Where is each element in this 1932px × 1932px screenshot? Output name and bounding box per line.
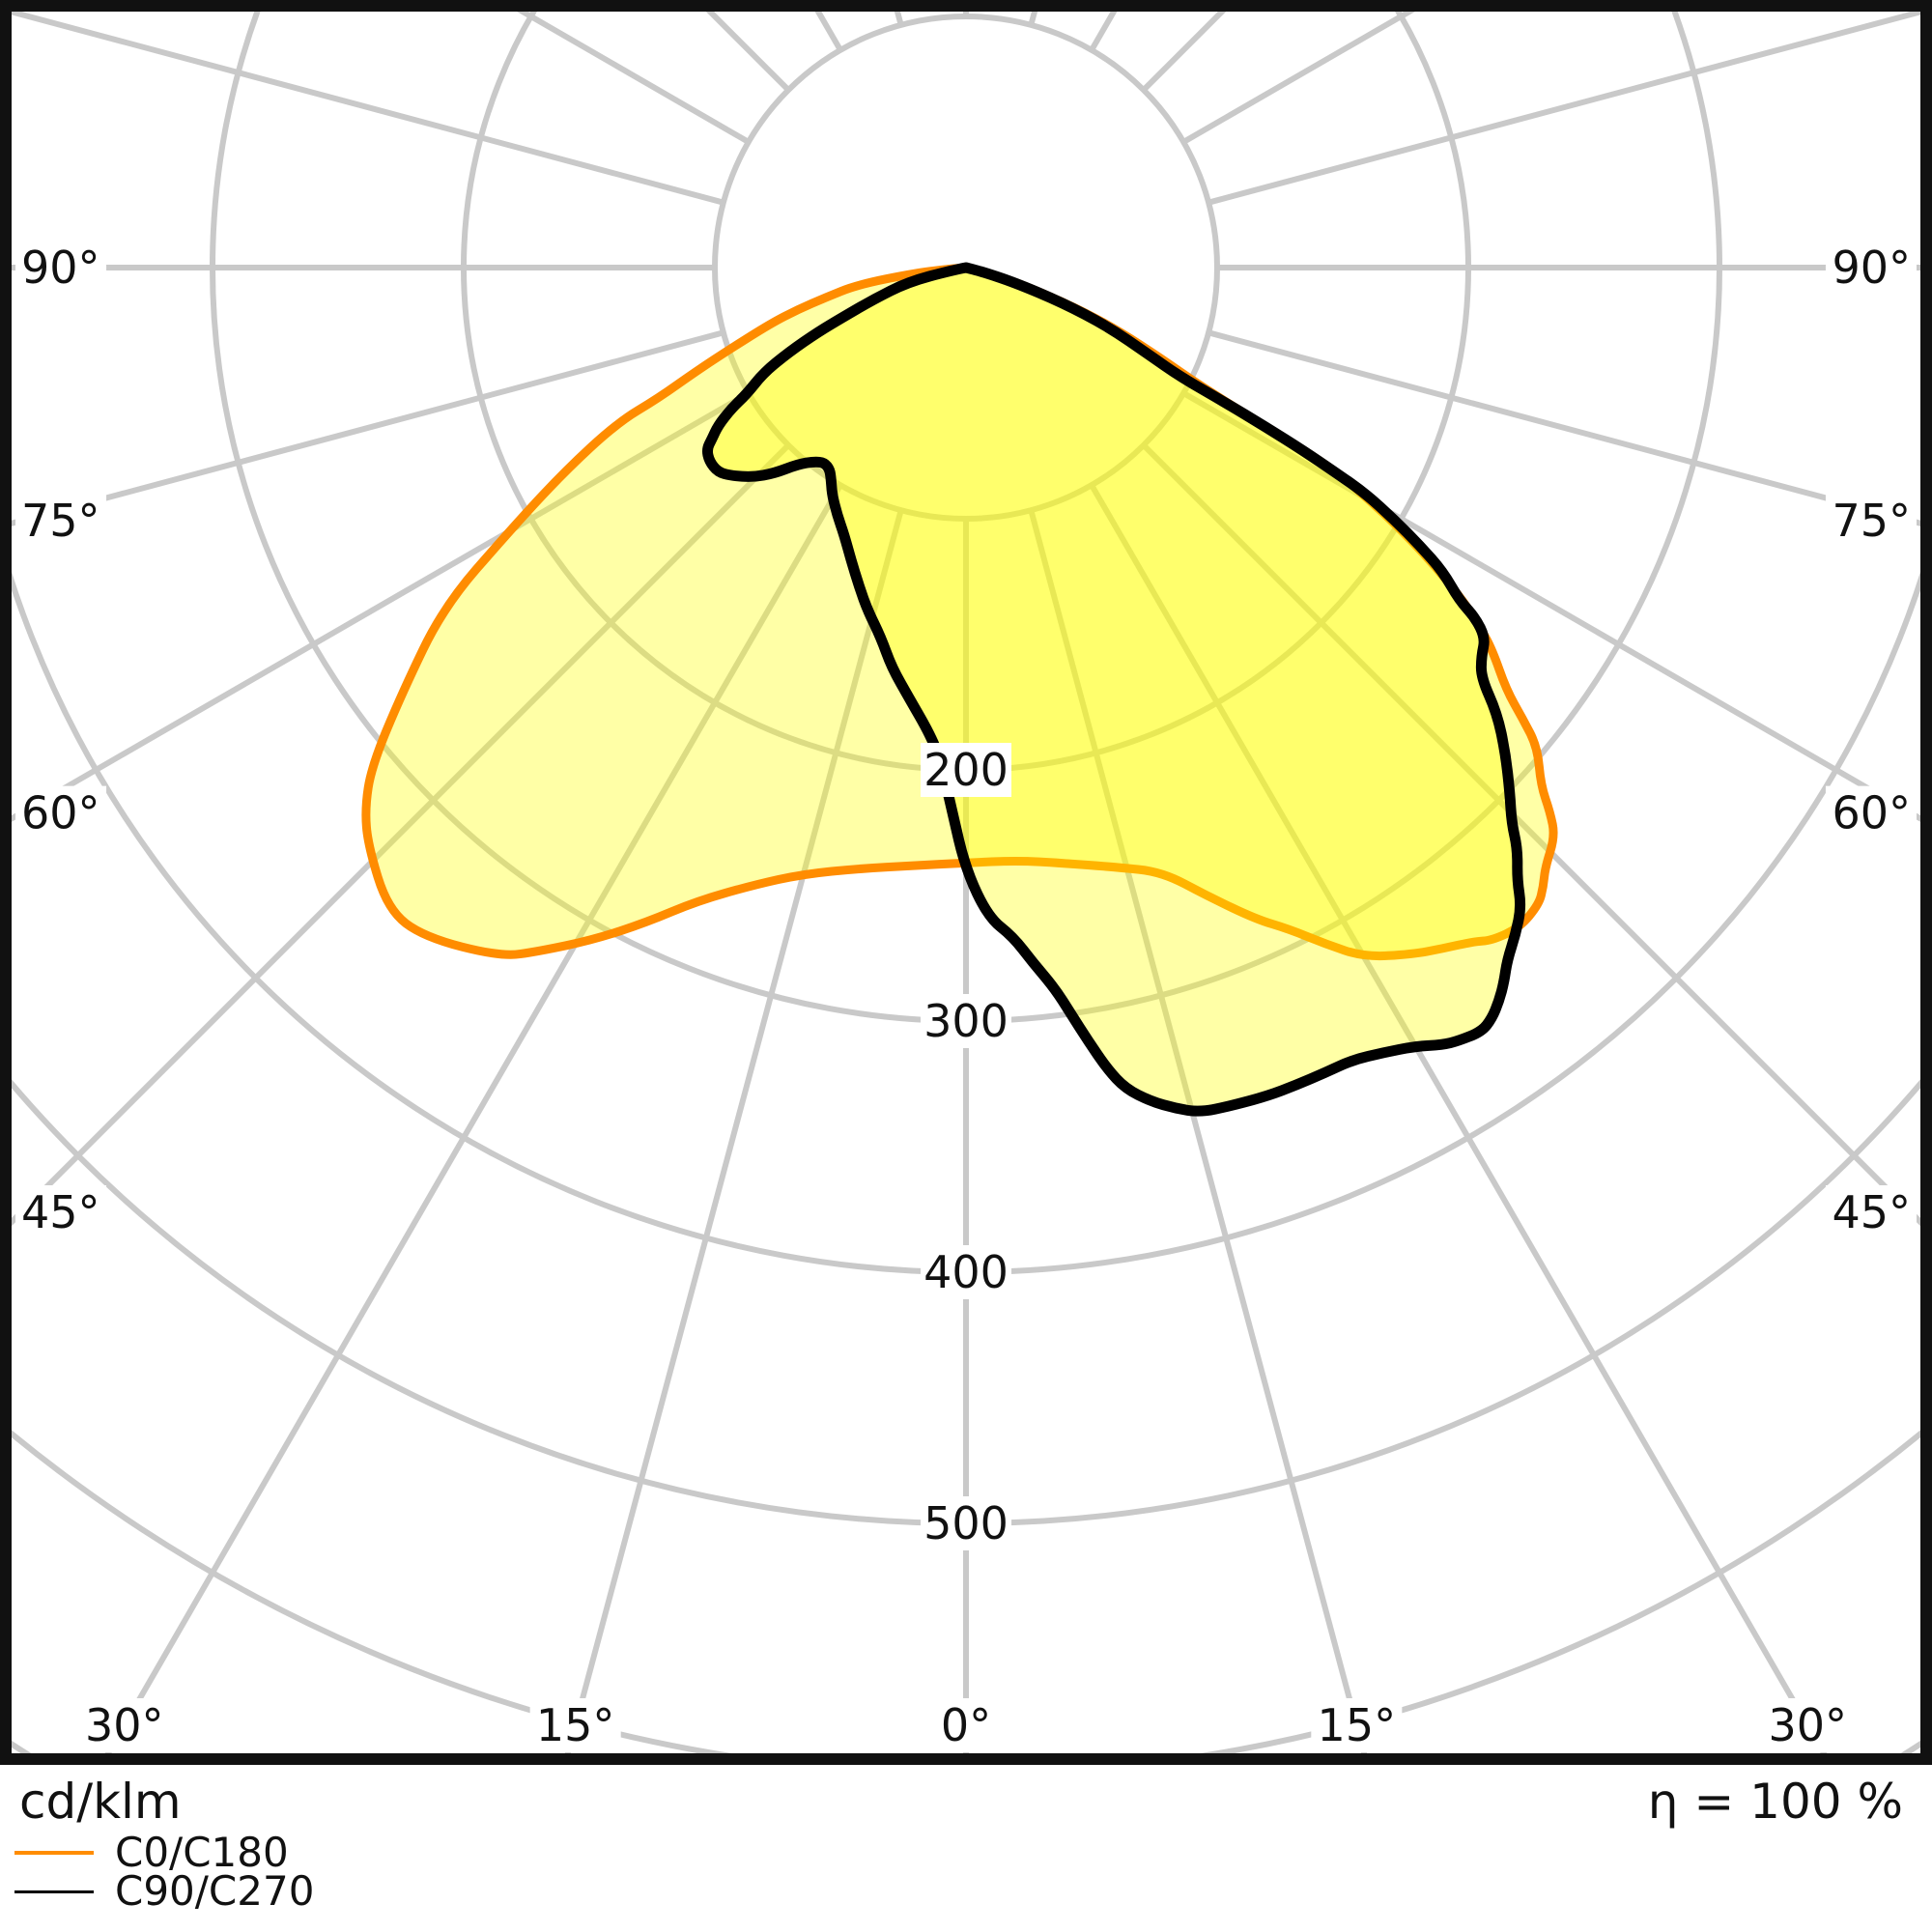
angle-label-bottom-30-bg (1762, 1698, 1854, 1752)
angle-label-left-75: 75° (21, 495, 100, 547)
angle-label-right-45: 45° (1832, 1186, 1911, 1238)
angle-label-bottom--15: 15° (536, 1699, 615, 1751)
efficiency-label: η = 100 % (1647, 1774, 1903, 1830)
radial-label-300: 300 (923, 995, 1009, 1047)
legend-item-c90c270: C90/C270 (14, 1867, 315, 1915)
radial-label-200: 200 (923, 744, 1009, 796)
c90c270-line-swatch (14, 1889, 94, 1893)
radial-label-400-bg (920, 1245, 1012, 1299)
curve-c90-c270 (701, 262, 1526, 1117)
angle-label-right-75-bg (1825, 494, 1917, 549)
angle-label-left-90-bg (15, 241, 107, 295)
angle-label-bottom-15: 15° (1318, 1699, 1397, 1751)
angle-label-bottom--30-bg (78, 1698, 170, 1752)
axis-labels: 90° 90° 75° 75° 60° 60° 45° 45° 30° 15° 0° 15° 30° 20… (15, 241, 1917, 1752)
angle-label-right-60-bg (1825, 785, 1917, 840)
radial-label-200-bg (920, 743, 1012, 797)
grid-spoke (12, 12, 724, 206)
angle-label-right-60: 60° (1832, 787, 1911, 839)
angle-label-right-45-bg (1825, 1185, 1917, 1239)
legend-label-c0c180: C0/C180 (115, 1829, 289, 1876)
angle-label-bottom-30: 30° (1768, 1699, 1847, 1751)
unit-label: cd/klm (19, 1774, 182, 1830)
grid-spoke (1181, 390, 1920, 822)
angle-label-bottom--15-bg (529, 1698, 621, 1752)
angle-label-right-90: 90° (1832, 242, 1911, 294)
grid-spoke (12, 442, 791, 1227)
legend-label-c90c270: C90/C270 (115, 1867, 315, 1915)
angle-label-left-60-bg (15, 785, 107, 840)
grid-spoke (1208, 329, 1920, 526)
grid-spoke (1028, 509, 1368, 1753)
angle-label-left-45: 45° (21, 1186, 100, 1238)
angle-label-left-45-bg (15, 1185, 107, 1239)
angle-label-bottom-15-bg (1311, 1698, 1403, 1752)
grid-spoke (12, 390, 751, 822)
grid-spoke (104, 483, 843, 1753)
radial-label-300-bg (920, 994, 1012, 1048)
legend-item-c0c180: C0/C180 (14, 1829, 314, 1876)
angle-label-bottom-0-bg (933, 1698, 999, 1752)
angle-label-right-75: 75° (1832, 495, 1911, 547)
angle-label-left-75-bg (15, 494, 107, 549)
plot-frame (0, 0, 1932, 1765)
radial-label-400: 400 (923, 1246, 1009, 1298)
angle-label-bottom-0: 0° (941, 1699, 991, 1751)
radial-label-500-bg (920, 1496, 1012, 1550)
c0c180-line-swatch (14, 1851, 94, 1855)
angle-label-bottom--30: 30° (85, 1699, 164, 1751)
grid-spoke (1208, 12, 1920, 206)
radial-label-500: 500 (923, 1497, 1009, 1549)
angle-label-right-90-bg (1825, 241, 1917, 295)
grid-spoke (1141, 442, 1920, 1227)
grid-spoke (1089, 483, 1828, 1753)
legend: C0/C180 C90/C270 (14, 1829, 315, 1915)
angle-label-left-60: 60° (21, 787, 100, 839)
grid-spoke (12, 329, 724, 526)
angle-label-left-90: 90° (21, 242, 100, 294)
